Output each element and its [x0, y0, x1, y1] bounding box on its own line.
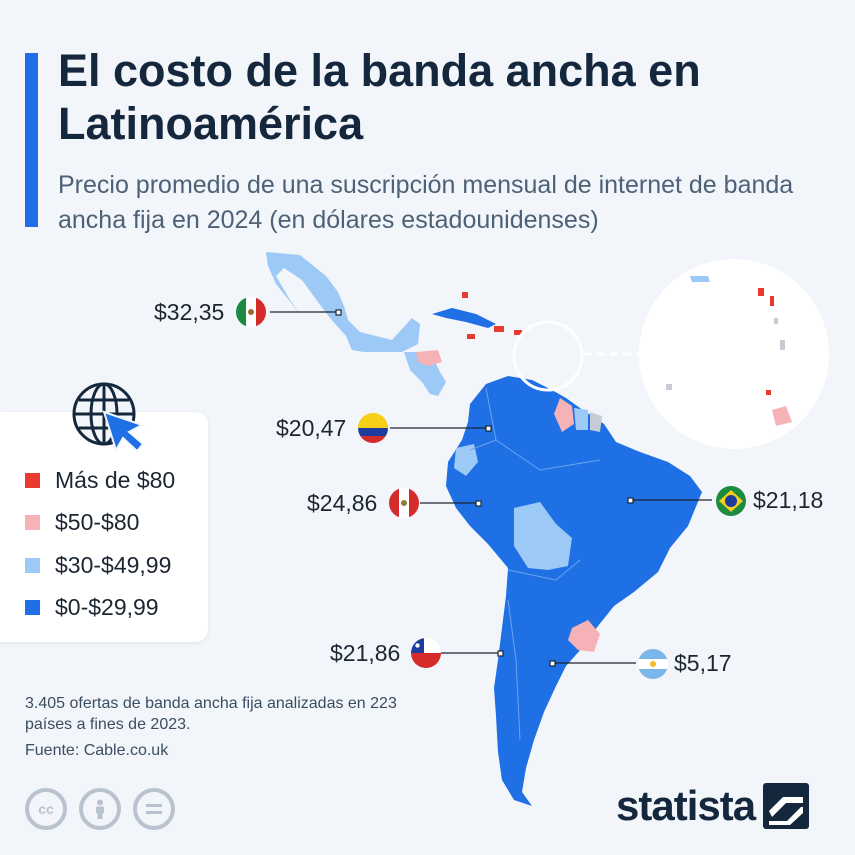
honduras-region [416, 350, 442, 366]
brazil-flag-icon [716, 486, 746, 516]
methodology-note: 3.405 ofertas de banda ancha fija analiz… [25, 695, 397, 733]
price-colombia: $20,47 [276, 415, 347, 441]
legend-swatch [25, 557, 40, 573]
brand-wordmark: statista [616, 782, 756, 829]
inset-island-red-3 [766, 390, 771, 395]
price-argentina: $5,17 [674, 650, 732, 676]
caribbean-highlight-ring [512, 320, 584, 392]
caribbean-inset [639, 259, 829, 449]
caribbean-red-4 [514, 330, 522, 335]
legend-swatch [25, 514, 40, 530]
legend-swatch [25, 599, 40, 615]
license-icons: cc [25, 788, 175, 830]
mexico-flag-icon [236, 297, 266, 327]
legend-label: $0-$29,99 [55, 593, 159, 620]
ecuador-region [454, 444, 478, 476]
title-accent-bar [25, 53, 38, 227]
leader-lines [270, 311, 712, 664]
statista-mark-icon [763, 783, 810, 829]
colombia-flag-icon [358, 413, 388, 443]
caribbean-red-1 [462, 292, 468, 298]
cuba-region [432, 308, 496, 328]
price-chile: $21,86 [330, 640, 401, 666]
uruguay-region [568, 620, 600, 652]
cc-icon[interactable]: cc [25, 788, 67, 830]
inset-island-blue [690, 276, 710, 282]
globe-cursor-icon [72, 382, 145, 452]
legend-item-50-80: $50-$80 [25, 507, 139, 537]
inset-island-grey-1 [780, 340, 785, 350]
legend-item-over-80: Más de $80 [25, 465, 175, 495]
leader-markers [335, 309, 634, 667]
legend-label: $30-$49,99 [55, 551, 172, 578]
peru-flag-icon [389, 488, 419, 518]
inset-island-grey-3 [666, 384, 672, 390]
legend-label: Más de $80 [55, 466, 176, 493]
legend-item-0-29: $0-$29,99 [25, 592, 159, 622]
price-mexico: $32,35 [154, 299, 225, 325]
inset-island-grey-2 [774, 318, 778, 324]
suriname-region [574, 408, 588, 430]
legend-item-30-49: $30-$49,99 [25, 550, 171, 580]
french-guiana-region [590, 412, 602, 432]
chile-flag-icon [411, 638, 441, 668]
argentina-flag-icon [638, 649, 668, 679]
no-derivatives-icon[interactable] [133, 788, 175, 830]
south-america-region [446, 376, 702, 806]
caribbean-red-3 [494, 326, 504, 332]
caribbean-red-2 [467, 334, 475, 339]
statista-logo[interactable]: statista [616, 779, 810, 833]
guyana-region [554, 398, 574, 432]
inset-island-red-1 [758, 288, 764, 296]
legend-swatch [25, 472, 40, 488]
inset-island-red-2 [770, 296, 774, 306]
legend-label: $50-$80 [55, 508, 140, 535]
country-borders [469, 387, 601, 741]
attribution-icon[interactable] [79, 788, 121, 830]
source-note: Fuente: Cable.co.uk [25, 742, 169, 759]
price-peru: $24,86 [307, 490, 378, 516]
page-title: El costo de la banda ancha en Latinoamér… [58, 45, 701, 149]
inset-island-pink [772, 406, 792, 426]
price-brazil: $21,18 [753, 487, 824, 513]
bolivia-region [514, 502, 572, 570]
mexico-region [266, 252, 420, 352]
page-subtitle: Precio promedio de una suscripción mensu… [58, 171, 794, 234]
